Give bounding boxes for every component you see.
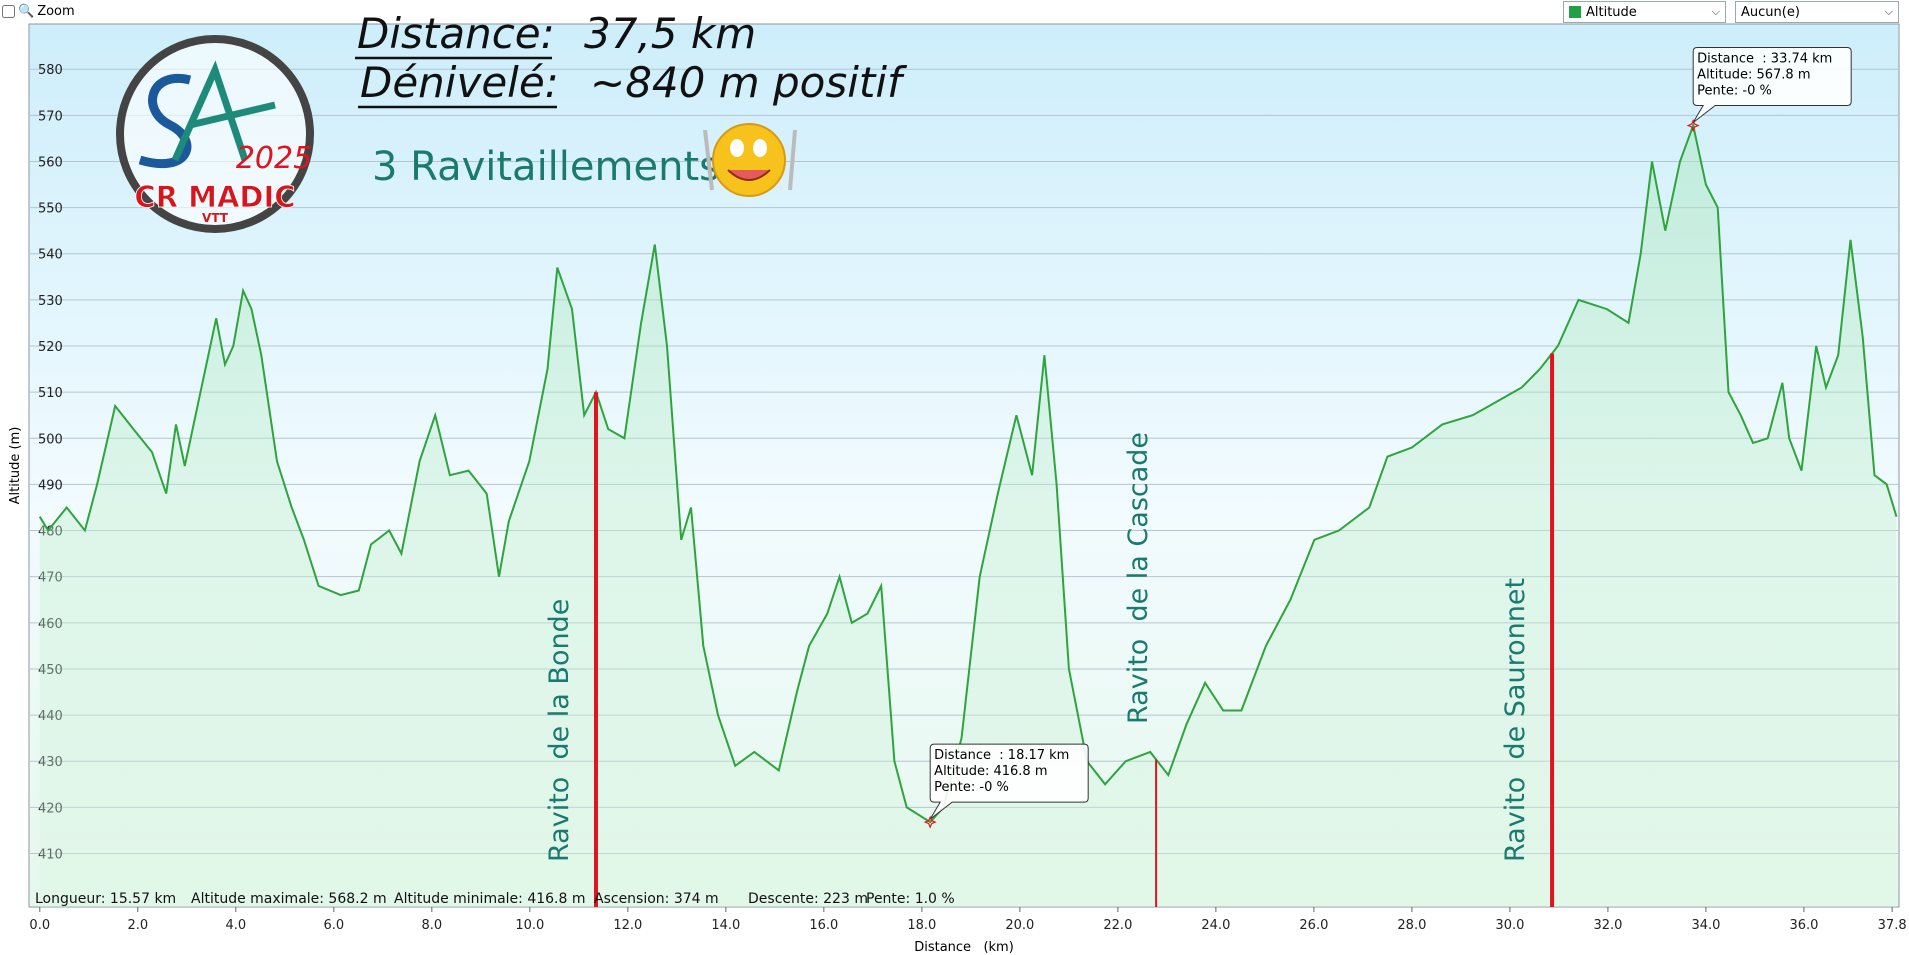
zoom-toggle[interactable]: 🔍 Zoom — [2, 4, 75, 19]
y-tick-label: 530 — [38, 294, 63, 309]
overlay-value: Aucun(e) — [1741, 4, 1800, 20]
x-tick-label: 20.0 — [1005, 918, 1034, 933]
mouth — [727, 169, 771, 181]
logo-a — [171, 60, 276, 162]
x-axis-label: Distance (km) — [914, 940, 1014, 955]
headline-label: Dénivelé: — [360, 58, 559, 107]
tooltip-text: Distance : 33.74 km — [1697, 51, 1832, 66]
logo-year: 2025 — [236, 141, 312, 176]
eye — [730, 139, 744, 157]
zoom-label: Zoom — [37, 4, 75, 19]
x-tick-label: 26.0 — [1299, 918, 1328, 933]
logo-club: CR MADIC — [134, 180, 295, 214]
stat: Ascension: 374 m — [594, 891, 719, 907]
tooltip-text: Altitude: 416.8 m — [934, 764, 1047, 779]
measure-select[interactable]: Altitude ⌵ — [1563, 1, 1726, 23]
y-axis-label: Altitude (m) — [8, 427, 23, 505]
logo-ring — [116, 35, 314, 233]
overlay-select[interactable]: Aucun(e) ⌵ — [1735, 1, 1899, 23]
x-tick-label: 0.0 — [29, 918, 50, 933]
plot: 4104204304404504604704804905005105205305… — [8, 46, 1907, 955]
ravito-label: Ravito de la Bonde — [544, 599, 575, 862]
x-tick-label: 24.0 — [1201, 918, 1230, 933]
y-tick-label: 550 — [38, 202, 63, 217]
x-tick-label: 34.0 — [1691, 918, 1720, 933]
x-tick-label: 37.8 — [1878, 918, 1907, 933]
header: 2025 CR MADIC VTT Distance: 37,5 km Déni… — [116, 9, 908, 233]
zoom-checkbox[interactable] — [2, 5, 15, 18]
y-tick-label: 500 — [38, 432, 63, 447]
arrow: ⌵ — [1884, 5, 1893, 18]
logo-sub: VTT — [202, 211, 229, 225]
tooltip-point — [1686, 118, 1700, 133]
knife — [788, 129, 797, 191]
area — [39, 125, 1897, 907]
x-tick-label: 14.0 — [711, 918, 740, 933]
tooltip-text: Distance : 18.17 km — [934, 748, 1069, 763]
eye — [753, 139, 767, 157]
x-tick-label: 12.0 — [613, 918, 642, 933]
stat: Pente: 1.0 % — [866, 891, 955, 907]
arrow: ⌵ — [1711, 5, 1720, 18]
x-tick-label: 6.0 — [323, 918, 344, 933]
smiley-face — [712, 123, 786, 197]
stat: Descente: 223 m — [748, 891, 868, 907]
subtitle: 3 Ravitaillements — [372, 144, 720, 190]
toolbar: 🔍 Zoom Altitude ⌵ Aucun(e) ⌵ — [0, 0, 1909, 24]
y-tick-label: 560 — [38, 155, 63, 170]
measure-value: Altitude — [1586, 4, 1637, 20]
x-tick-label: 18.0 — [907, 918, 936, 933]
x-tick-label: 36.0 — [1789, 918, 1818, 933]
headline-value: ~840 m positif — [590, 58, 908, 107]
y-tick-label: 510 — [38, 386, 63, 401]
zoom-icon: 🔍 — [18, 4, 35, 19]
y-tick-label: 490 — [38, 478, 63, 493]
x-tick-label: 2.0 — [127, 918, 148, 933]
stat: Altitude minimale: 416.8 m — [394, 891, 586, 907]
x-tick-label: 32.0 — [1593, 918, 1622, 933]
x-tick-label: 16.0 — [809, 918, 838, 933]
headline-value: 37,5 km — [584, 9, 756, 58]
tooltip-point — [923, 815, 937, 829]
y-tick-label: 520 — [38, 340, 63, 355]
ravito-label: Ravito de Sauronnet — [1500, 578, 1531, 862]
ravito-label: Ravito de la Cascade — [1123, 432, 1154, 724]
tooltip-text: Pente: -0 % — [1697, 83, 1772, 98]
fork — [703, 129, 714, 191]
y-tick-label: 540 — [38, 248, 63, 263]
x-tick-label: 28.0 — [1397, 918, 1426, 933]
x-tick-label: 30.0 — [1495, 918, 1524, 933]
stat: Altitude maximale: 568.2 m — [191, 891, 387, 907]
tooltip-box — [1692, 46, 1852, 123]
tooltip-text: Altitude: 567.8 m — [1697, 67, 1810, 82]
x-tick-label: 4.0 — [225, 918, 246, 933]
y-tick-label: 580 — [38, 63, 63, 78]
x-tick-label: 10.0 — [515, 918, 544, 933]
smiley — [703, 123, 797, 197]
headline-label: Distance: — [357, 9, 555, 58]
y-tick-label: 570 — [38, 109, 63, 124]
tooltip-box — [929, 743, 1089, 820]
swatch — [1569, 6, 1581, 18]
altitude-line — [38, 121, 1898, 824]
x-tick-label: 22.0 — [1103, 918, 1132, 933]
tooltip-text: Pente: -0 % — [934, 780, 1009, 795]
x-tick-label: 8.0 — [421, 918, 442, 933]
logo-s — [138, 73, 192, 169]
stat: Longueur: 15.57 km — [35, 891, 176, 907]
